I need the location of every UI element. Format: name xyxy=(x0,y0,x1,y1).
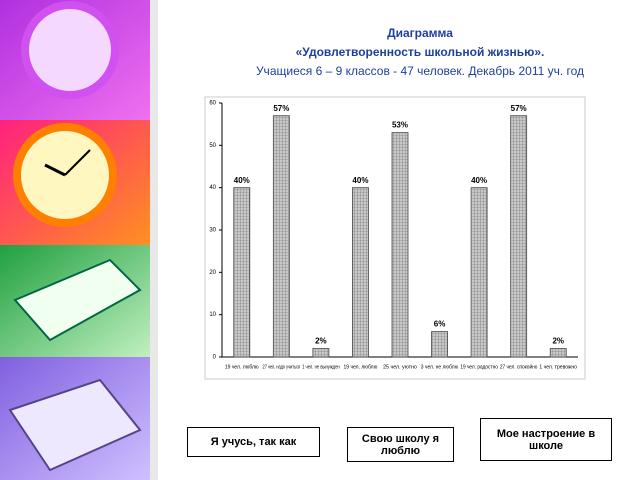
bar xyxy=(272,115,290,358)
chart-caption: Учащиеся 6 – 9 классов - 47 человек. Дек… xyxy=(256,64,584,78)
x-tick-label: 19 чел. люблю xyxy=(225,364,259,370)
x-tick-label: 3 чел. не люблю xyxy=(421,364,459,370)
chart-title: Диаграмма xyxy=(387,26,453,40)
value-label: 2% xyxy=(315,337,327,346)
bar xyxy=(391,132,409,358)
group-label: Свою школу я люблю xyxy=(347,427,454,462)
bar xyxy=(312,348,330,358)
y-tick-label: 30 xyxy=(209,228,216,234)
bar xyxy=(233,187,251,358)
y-tick-label: 0 xyxy=(213,355,217,361)
y-tick-label: 10 xyxy=(209,312,216,318)
x-tick-label: 19 чел. радостно xyxy=(460,364,498,370)
group-label: Мое настроение в школе xyxy=(480,418,612,461)
bar xyxy=(431,331,448,358)
value-label: 40% xyxy=(352,176,368,185)
value-label: 53% xyxy=(392,121,408,130)
x-tick-label: 25 чел. уютно xyxy=(383,364,417,370)
x-tick-label: 1 чел. не вынужден xyxy=(302,364,340,370)
value-label: 57% xyxy=(273,104,289,113)
value-label: 40% xyxy=(471,176,487,185)
bar xyxy=(549,348,567,358)
y-tick-label: 60 xyxy=(209,101,216,107)
bar xyxy=(510,115,528,358)
group-label: Я учусь, так как xyxy=(187,427,320,457)
x-tick-label: 19 чел. люблю xyxy=(344,364,378,370)
bar xyxy=(352,187,369,358)
value-label: 40% xyxy=(234,176,250,185)
x-tick-label: 27 чел. надо учиться xyxy=(263,364,301,370)
value-label: 6% xyxy=(434,320,446,329)
decor-strip xyxy=(0,0,158,480)
bar xyxy=(470,187,488,358)
y-tick-label: 50 xyxy=(209,143,216,149)
x-tick-label: 27 чел. спокойно xyxy=(500,363,538,370)
x-tick-label: 1 чел. тревожно xyxy=(539,364,577,370)
y-tick-label: 40 xyxy=(209,185,216,191)
value-label: 2% xyxy=(552,337,564,346)
y-tick-label: 20 xyxy=(209,270,216,276)
value-label: 57% xyxy=(511,104,527,113)
chart-subtitle: «Удовлетворенность школьной жизнью». xyxy=(296,45,545,59)
plot-frame xyxy=(204,96,586,380)
